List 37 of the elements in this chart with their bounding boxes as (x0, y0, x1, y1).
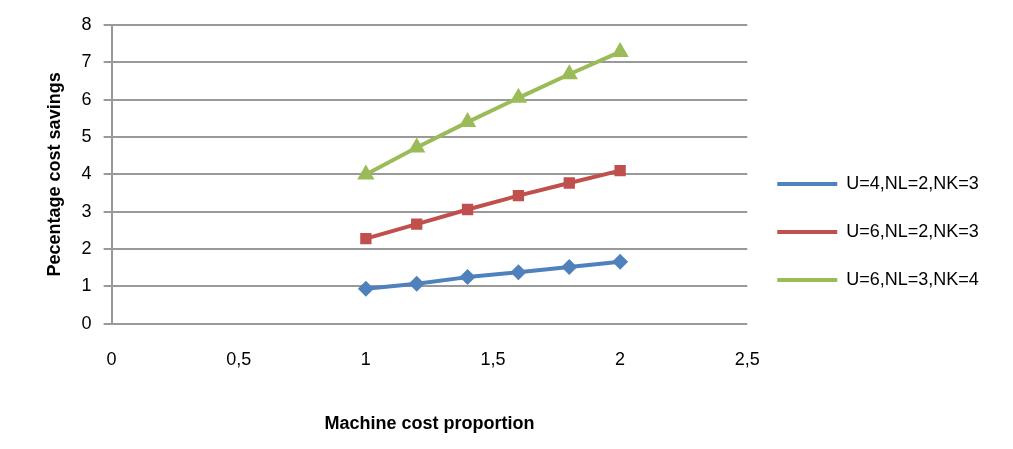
y-tick-label: 6 (81, 88, 92, 109)
point (563, 177, 575, 189)
x-axis-title: Machine cost proportion (324, 413, 535, 434)
point (459, 269, 476, 286)
point (561, 259, 578, 276)
legend-label: U=4,NL=2,NK=3 (846, 172, 979, 193)
legend-label: U=6,NL=2,NK=3 (846, 220, 979, 241)
x-tick-label: 2,5 (734, 348, 760, 369)
y-tick-label: 2 (81, 238, 92, 259)
point (408, 275, 425, 292)
x-tick-label: 0 (106, 348, 117, 369)
point (611, 41, 629, 57)
point (458, 112, 477, 128)
y-tick-label: 0 (81, 312, 92, 333)
y-tick-label: 5 (81, 126, 92, 147)
point (360, 232, 372, 245)
point (357, 280, 374, 297)
x-tick-label: 0,5 (226, 348, 252, 369)
y-tick-label: 4 (81, 163, 92, 184)
x-tick-label: 2 (615, 348, 626, 369)
y-tick-label: 3 (81, 200, 92, 221)
point (461, 203, 474, 216)
point (408, 137, 426, 153)
point (411, 218, 423, 230)
point (612, 253, 629, 270)
point (357, 164, 375, 180)
x-tick-label: 1 (360, 348, 371, 369)
y-axis-title: Pecentage cost savings (43, 72, 64, 277)
point (560, 64, 578, 80)
point (512, 190, 525, 202)
y-tick-label: 8 (81, 13, 92, 34)
y-tick-label: 7 (81, 51, 92, 72)
point (510, 264, 527, 281)
point (614, 165, 626, 177)
y-tick-label: 1 (81, 275, 92, 296)
legend-label: U=6,NL=3,NK=4 (846, 268, 979, 289)
x-tick-label: 1,5 (480, 348, 506, 369)
